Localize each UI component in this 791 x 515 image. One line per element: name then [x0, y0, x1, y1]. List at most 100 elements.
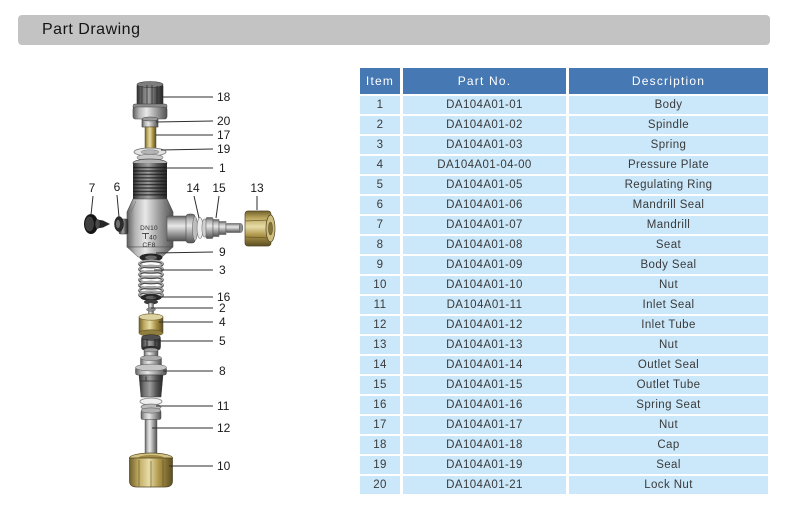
- callout-leader-line: [155, 251, 214, 254]
- item-cell: 7: [360, 216, 400, 234]
- part-no-cell: DA104A01-14: [403, 356, 566, 374]
- description-cell: Spindle: [569, 116, 768, 134]
- table-row: 7 DA104A01-07 Mandrill: [360, 216, 768, 234]
- callout-label: 14: [186, 181, 200, 195]
- table-row: 11 DA104A01-11 Inlet Seal: [360, 296, 768, 314]
- part-no-cell: DA104A01-19: [403, 456, 566, 474]
- part-mandrill: [84, 214, 110, 234]
- callout-label: 3: [219, 263, 226, 277]
- part-no-cell: DA104A01-03: [403, 136, 566, 154]
- table-row: 6 DA104A01-06 Mandrill Seal: [360, 196, 768, 214]
- part-no-cell: DA104A01-13: [403, 336, 566, 354]
- part-no-cell: DA104A01-10: [403, 276, 566, 294]
- item-cell: 5: [360, 176, 400, 194]
- description-cell: Body: [569, 96, 768, 114]
- parts-table-body: 1 DA104A01-01 Body 2 DA104A01-02 Spindle 3 DA10…: [360, 96, 768, 494]
- item-cell: 10: [360, 276, 400, 294]
- part-cap: [132, 81, 168, 120]
- callout-leader-line: [90, 195, 94, 216]
- part-seat: [135, 347, 167, 398]
- description-cell: Lock Nut: [569, 476, 768, 494]
- description-cell: Pressure Plate: [569, 156, 768, 174]
- part-inlet-nut: [129, 452, 173, 488]
- part-no-cell: DA104A01-15: [403, 376, 566, 394]
- part-no-cell: DA104A01-04-00: [403, 156, 566, 174]
- callout-label: 13: [250, 181, 264, 195]
- part-lock-nut: [141, 116, 159, 128]
- part-no-cell: DA104A01-09: [403, 256, 566, 274]
- item-cell: 9: [360, 256, 400, 274]
- callout-leader-line: [193, 195, 200, 219]
- part-no-cell: DA104A01-21: [403, 476, 566, 494]
- column-header-item: Item: [360, 68, 400, 94]
- description-cell: Nut: [569, 416, 768, 434]
- parts-table: Item Part No. Description 1 DA104A01-01 Body…: [357, 66, 771, 496]
- part-body-seal: [139, 253, 163, 262]
- part-spring: [138, 259, 164, 300]
- description-cell: Seat: [569, 236, 768, 254]
- item-cell: 12: [360, 316, 400, 334]
- part-no-cell: DA104A01-06: [403, 196, 566, 214]
- parts-table-head-row: Item Part No. Description: [360, 68, 768, 94]
- table-row: 17 DA104A01-17 Nut: [360, 416, 768, 434]
- part-no-cell: DA104A01-07: [403, 216, 566, 234]
- callout-label: 1: [219, 161, 226, 175]
- item-cell: 17: [360, 416, 400, 434]
- item-cell: 2: [360, 116, 400, 134]
- callout-label: 9: [219, 245, 226, 259]
- part-body: DN10 40 CF8: [118, 158, 174, 258]
- item-cell: 19: [360, 456, 400, 474]
- body-marking-dn: DN10: [140, 225, 158, 232]
- part-no-cell: DA104A01-18: [403, 436, 566, 454]
- item-cell: 20: [360, 476, 400, 494]
- description-cell: Nut: [569, 276, 768, 294]
- callout-label: 4: [219, 315, 226, 329]
- description-cell: Spring: [569, 136, 768, 154]
- callout-leader-line: [116, 194, 120, 218]
- table-row: 18 DA104A01-18 Cap: [360, 436, 768, 454]
- callout-label: 8: [219, 364, 226, 378]
- section-title-bar: Part Drawing: [18, 15, 770, 45]
- item-cell: 8: [360, 236, 400, 254]
- callout-label: 17: [217, 128, 231, 142]
- part-no-cell: DA104A01-12: [403, 316, 566, 334]
- table-row: 15 DA104A01-15 Outlet Tube: [360, 376, 768, 394]
- part-no-cell: DA104A01-11: [403, 296, 566, 314]
- table-row: 4 DA104A01-04-00 Pressure Plate: [360, 156, 768, 174]
- part-outlet-nut: [244, 210, 276, 247]
- column-header-part-no-: Part No.: [403, 68, 566, 94]
- part-no-cell: DA104A01-01: [403, 96, 566, 114]
- part-no-cell: DA104A01-02: [403, 116, 566, 134]
- callout-label: 10: [217, 459, 231, 473]
- table-row: 1 DA104A01-01 Body: [360, 96, 768, 114]
- callout-label: 2: [219, 301, 226, 315]
- table-row: 19 DA104A01-19 Seal: [360, 456, 768, 474]
- part-spring-seat: [140, 294, 162, 305]
- callout-label: 11: [217, 399, 230, 413]
- description-cell: Spring Seat: [569, 396, 768, 414]
- part-body-outlet-port: [166, 213, 198, 244]
- part-top-seal: [133, 147, 167, 162]
- table-row: 14 DA104A01-14 Outlet Seal: [360, 356, 768, 374]
- item-cell: 18: [360, 436, 400, 454]
- callout-label: 7: [89, 181, 96, 195]
- item-cell: 13: [360, 336, 400, 354]
- callout-leader-line: [160, 148, 214, 151]
- table-row: 3 DA104A01-03 Spring: [360, 136, 768, 154]
- part-regulating-ring: [141, 334, 161, 352]
- column-header-description: Description: [569, 68, 768, 94]
- item-cell: 16: [360, 396, 400, 414]
- item-cell: 4: [360, 156, 400, 174]
- table-row: 5 DA104A01-05 Regulating Ring: [360, 176, 768, 194]
- item-cell: 14: [360, 356, 400, 374]
- callout-label: 16: [217, 290, 231, 304]
- table-row: 9 DA104A01-09 Body Seal: [360, 256, 768, 274]
- table-row: 2 DA104A01-02 Spindle: [360, 116, 768, 134]
- part-outlet-tube: [205, 217, 244, 239]
- part-outlet-seal: [196, 217, 208, 239]
- item-cell: 15: [360, 376, 400, 394]
- callout-label: 5: [219, 334, 226, 348]
